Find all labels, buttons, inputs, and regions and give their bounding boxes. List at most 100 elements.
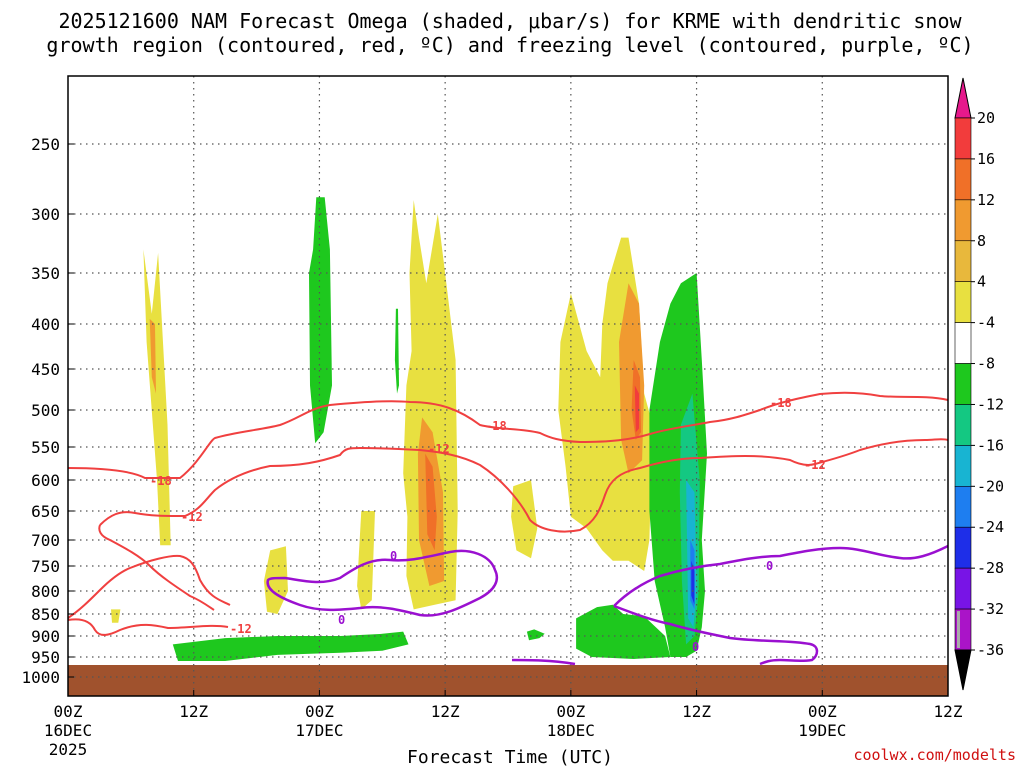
colorbar-swatch-2 — [954, 199, 972, 242]
colorbar-swatch-4 — [954, 281, 972, 323]
colorbar-label-3: 8 — [977, 232, 986, 250]
colorbar-label-13: -36 — [977, 641, 1004, 659]
label-zero-a: 0 — [390, 549, 397, 563]
colorbar-swatch-13 — [957, 611, 960, 648]
omega-region-ascent-4-red — [634, 385, 639, 433]
terrain-fill — [68, 665, 948, 696]
label-minus12-d: -12 — [230, 622, 252, 636]
label-minus12-b: -12 — [428, 442, 450, 456]
omega-region-ascent-small-2 — [357, 511, 375, 610]
x-tick-label-4: 00Z — [556, 702, 585, 721]
colorbar-label-10: -24 — [977, 518, 1004, 536]
x-tick-label-7: 12Z — [934, 702, 963, 721]
y-tick-label-700: 700 — [31, 531, 60, 550]
label-minus18-b: -18 — [485, 419, 507, 433]
colorbar-swatch-1 — [954, 158, 972, 201]
omega-region-ascent-2-peak — [425, 453, 437, 551]
colorbar-swatch-7 — [954, 404, 972, 446]
label-minus18-a: -18 — [150, 474, 172, 488]
red-contour-minus12-tail — [98, 524, 215, 611]
y-tick-label-300: 300 — [31, 205, 60, 224]
purple-contour-0-sfc — [511, 658, 576, 666]
omega-region-sink-sliver — [394, 308, 399, 394]
colorbar-swatch-9 — [954, 486, 972, 528]
colorbar-label-5: -4 — [977, 314, 995, 332]
colorbar-swatch-3 — [954, 240, 972, 282]
omega-region-sink-6 — [172, 631, 409, 661]
y-tick-label-950: 950 — [31, 648, 60, 667]
colorbar-label-7: -12 — [977, 395, 1004, 413]
colorbar-label-11: -28 — [977, 559, 1004, 577]
label-minus18-c: -18 — [770, 396, 792, 410]
colorbar-swatch-8 — [954, 445, 972, 487]
colorbar-label-2: 12 — [977, 191, 995, 209]
contour-labels: -18 -18 -18 -12 -12 -12 -12 0 0 0 0 — [150, 396, 826, 654]
x-tick-label-3: 12Z — [431, 702, 460, 721]
title-line-2: growth region (contoured, red, ºC) and f… — [46, 33, 973, 57]
colorbar: 20 16 12 8 4 -4 -8 -12 -16 -20 -24 -28 -32 -36 — [954, 77, 1004, 691]
plot-frame — [67, 75, 949, 697]
colorbar-swatch-10 — [954, 526, 972, 569]
omega-region-sink-8 — [576, 604, 671, 659]
credit-text[interactable]: coolwx.com/modelts — [853, 746, 1016, 764]
x-tick-label-5: 12Z — [682, 702, 711, 721]
colorbar-swatch-6 — [954, 363, 972, 405]
x-tick-label-2: 00Z — [305, 702, 334, 721]
red-contour-minus12 — [67, 438, 949, 636]
y-tick-label-800: 800 — [31, 582, 60, 601]
omega-region-sink-1 — [309, 197, 332, 444]
y-tick-label-400: 400 — [31, 315, 60, 334]
omega-shading-layer — [111, 197, 707, 661]
colorbar-label-12: -32 — [977, 600, 1004, 618]
contour-layer — [67, 391, 949, 666]
terrain-layer — [68, 665, 948, 696]
x-axis-label: Forecast Time (UTC) — [407, 747, 613, 768]
omega-region-sink-7 — [526, 629, 545, 641]
purple-contour-0-east — [613, 544, 949, 666]
label-zero-d: 0 — [692, 640, 699, 654]
y-tick-label-550: 550 — [31, 438, 60, 457]
x-tick-date-0: 16DEC — [44, 721, 92, 740]
y-tick-label-350: 350 — [31, 264, 60, 283]
x-tick-year-0: 2025 — [49, 740, 88, 759]
omega-region-ascent-1-core — [149, 318, 156, 394]
colorbar-label-6: -8 — [977, 355, 995, 373]
y-tick-label-1000: 1000 — [21, 668, 60, 687]
label-minus12-a: -12 — [181, 510, 203, 524]
x-tick-label-1: 12Z — [179, 702, 208, 721]
red-contour-minus18 — [67, 391, 949, 479]
colorbar-label-9: -20 — [977, 477, 1004, 495]
x-tick-date-4: 18DEC — [547, 721, 595, 740]
colorbar-label-8: -16 — [977, 436, 1004, 454]
colorbar-label-1: 16 — [977, 150, 995, 168]
colorbar-label-4: 4 — [977, 273, 986, 291]
colorbar-swatch-11 — [954, 567, 972, 610]
omega-region-sink-5-deepblue — [691, 560, 695, 605]
y-axis-ticks: 250 300 350 400 450 500 550 600 650 700 750 800 850 9… — [21, 135, 74, 687]
y-tick-label-900: 900 — [31, 627, 60, 646]
y-tick-label-650: 650 — [31, 502, 60, 521]
label-minus12-c: -12 — [804, 458, 826, 472]
y-tick-label-500: 500 — [31, 401, 60, 420]
purple-contour-0 — [266, 549, 499, 617]
label-zero-b: 0 — [338, 613, 345, 627]
title-line-1: 2025121600 NAM Forecast Omega (shaded, μ… — [58, 9, 962, 33]
colorbar-swatch-0 — [954, 117, 972, 160]
colorbar-swatch-5 — [954, 322, 972, 364]
grid-layer — [68, 76, 948, 696]
x-tick-label-6: 00Z — [808, 702, 837, 721]
y-tick-label-600: 600 — [31, 471, 60, 490]
omega-region-ascent-small-3 — [111, 609, 121, 623]
colorbar-bottom-arrow — [954, 649, 972, 691]
x-tick-date-6: 19DEC — [798, 721, 846, 740]
x-tick-label-0: 00Z — [54, 702, 83, 721]
omega-region-ascent-2 — [403, 200, 458, 610]
y-tick-label-450: 450 — [31, 360, 60, 379]
y-tick-label-850: 850 — [31, 605, 60, 624]
y-tick-label-250: 250 — [31, 135, 60, 154]
x-tick-date-2: 17DEC — [295, 721, 343, 740]
